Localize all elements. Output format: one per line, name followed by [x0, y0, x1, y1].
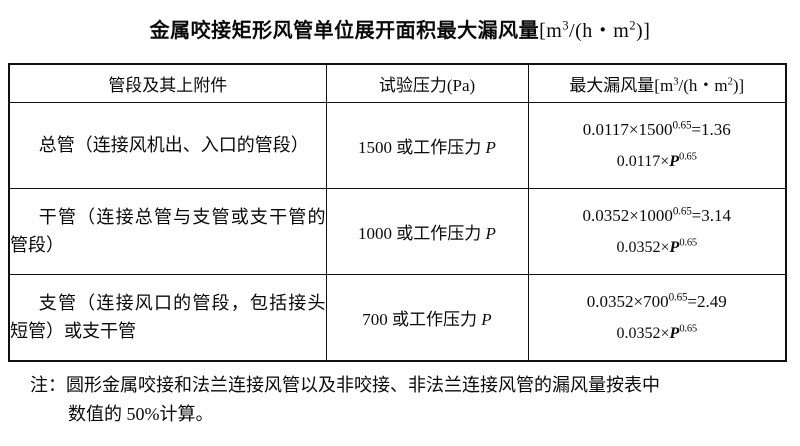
cell-duct-description: 总管（连接风机出、入口的管段） [8, 102, 327, 189]
formula-result: =3.14 [691, 206, 732, 226]
pressure-alt-text: 或工作压力 [392, 310, 478, 329]
formula-computed-line: 0.0117×15000.65=1.36 [529, 113, 786, 146]
pressure-alt-text: 或工作压力 [396, 224, 482, 243]
cell-leakage-formula: 0.0117×15000.65=1.36 0.0117×P0.65 [527, 102, 787, 189]
pressure-alt-text: 或工作压力 [396, 138, 482, 157]
unit-exponent-2: 2 [629, 18, 637, 33]
column-header-test-pressure: 试验压力(Pa) [325, 63, 529, 103]
table-row: 支管（连接风口的管段，包括接头短管）或支干管 700 或工作压力 P 0.035… [8, 274, 787, 362]
page-title-text: 金属咬接矩形风管单位展开面积最大漏风量 [149, 20, 540, 42]
formula-general-prefix: 0.0352× [616, 239, 670, 257]
formula-general-prefix: 0.0117× [616, 153, 670, 171]
max-leakage-label: 最大漏风量[m [569, 76, 674, 95]
formula-prefix: 0.0352×1000 [582, 206, 673, 226]
cell-duct-description: 支管（连接风口的管段，包括接头短管）或支干管 [8, 274, 327, 362]
formula-prefix: 0.0117×1500 [582, 120, 673, 140]
pressure-symbol: P [481, 310, 492, 329]
header-exponent-2: 2 [727, 76, 733, 88]
formula-general-line: 0.0352×P0.65 [529, 232, 786, 263]
pressure-value: 700 [362, 310, 388, 329]
formula-result: =2.49 [687, 292, 727, 312]
formula-general-exponent: 0.65 [679, 238, 697, 250]
formula-general-line: 0.0352×P0.65 [529, 318, 786, 349]
formula-prefix: 0.0352×700 [586, 292, 669, 312]
unit-exponent-3: 3 [562, 18, 570, 33]
unit-close-bracket: )] [636, 20, 651, 42]
header-exponent-3: 3 [673, 76, 679, 88]
formula-pressure-symbol: P [669, 153, 680, 171]
table-header-row: 管段及其上附件 试验压力(Pa) 最大漏风量[m3/(h・m2)] [8, 63, 787, 103]
pressure-symbol: P [485, 138, 496, 157]
column-header-duct-section: 管段及其上附件 [8, 63, 327, 103]
column-header-max-leakage: 最大漏风量[m3/(h・m2)] [527, 63, 787, 103]
formula-exponent: 0.65 [668, 291, 688, 304]
unit-open-bracket: [m [539, 20, 563, 42]
cell-test-pressure: 700 或工作压力 P [325, 274, 529, 362]
header-unit-middle: /(h・m [678, 76, 728, 95]
formula-computed-line: 0.0352×10000.65=3.14 [529, 199, 786, 232]
pressure-symbol: P [485, 224, 496, 243]
table-row: 干管（连接总管与支管或支干管的管段） 1000 或工作压力 P 0.0352×1… [8, 188, 787, 275]
unit-middle: /(h・m [569, 20, 630, 42]
formula-exponent: 0.65 [672, 205, 692, 218]
formula-general-exponent: 0.65 [679, 324, 697, 336]
page-title-unit: [m3/(h・m2)] [539, 18, 651, 42]
pressure-value: 1500 [358, 138, 393, 157]
cell-test-pressure: 1000 或工作压力 P [325, 188, 529, 275]
cell-leakage-formula: 0.0352×7000.65=2.49 0.0352×P0.65 [527, 274, 787, 362]
formula-pressure-symbol: P [669, 239, 680, 257]
header-unit-close: )] [732, 76, 745, 95]
table-row: 总管（连接风机出、入口的管段） 1500 或工作压力 P 0.0117×1500… [8, 102, 787, 189]
cell-test-pressure: 1500 或工作压力 P [325, 102, 529, 189]
formula-exponent: 0.65 [672, 119, 692, 132]
formula-general-exponent: 0.65 [679, 152, 697, 164]
footnote-line-1: 注：圆形金属咬接和法兰连接风管以及非咬接、非法兰连接风管的漏风量按表中 [30, 375, 660, 395]
pressure-value: 1000 [358, 224, 393, 243]
page-title: 金属咬接矩形风管单位展开面积最大漏风量[m3/(h・m2)] [0, 14, 800, 43]
formula-result: =1.36 [691, 120, 731, 140]
formula-pressure-symbol: P [669, 325, 680, 343]
formula-general-line: 0.0117×P0.65 [529, 146, 786, 177]
formula-computed-line: 0.0352×7000.65=2.49 [529, 285, 786, 318]
formula-general-prefix: 0.0352× [616, 325, 670, 343]
footnote-line-2: 数值的 50%计算。 [68, 404, 214, 425]
cell-leakage-formula: 0.0352×10000.65=3.14 0.0352×P0.65 [527, 188, 787, 275]
table-footnote: 注：圆形金属咬接和法兰连接风管以及非咬接、非法兰连接风管的漏风量按表中 数值的 … [30, 371, 780, 429]
cell-duct-description: 干管（连接总管与支管或支干管的管段） [8, 188, 327, 275]
leakage-table: 管段及其上附件 试验压力(Pa) 最大漏风量[m3/(h・m2)] 总管（连接风… [8, 63, 787, 362]
